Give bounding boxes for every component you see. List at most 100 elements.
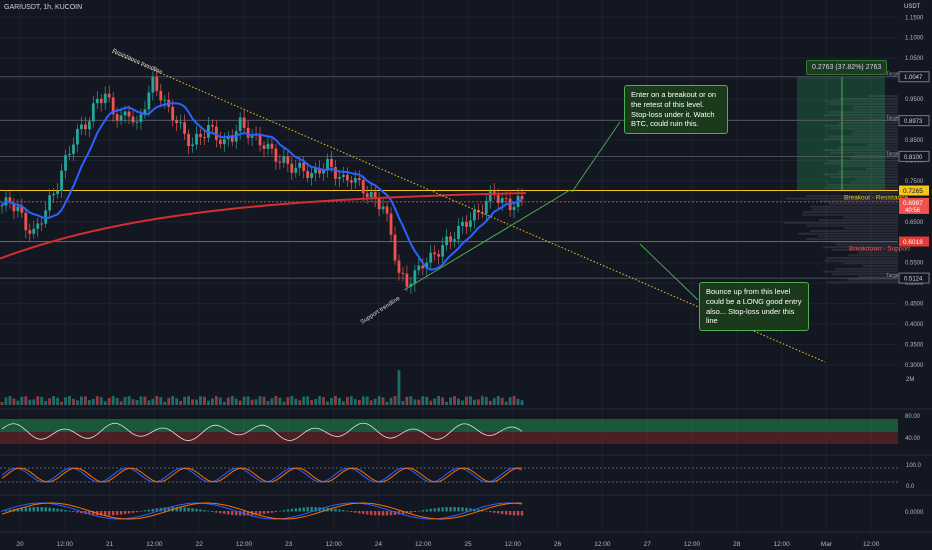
candle-body xyxy=(12,202,16,212)
candle-body xyxy=(139,114,143,122)
volume-bar xyxy=(508,397,512,405)
currency-label: USDT xyxy=(904,4,921,10)
target-price-label: 0.5124 xyxy=(904,277,923,283)
candle-body xyxy=(401,272,405,274)
macd-bar xyxy=(4,510,8,512)
candle-body xyxy=(353,177,357,183)
candle-body xyxy=(294,167,298,173)
candle-body xyxy=(60,170,63,191)
volume-bar xyxy=(238,400,242,405)
candle-body xyxy=(349,180,353,183)
macd-bar xyxy=(107,511,111,516)
candle-body xyxy=(95,98,99,104)
candle-body xyxy=(218,139,222,145)
candle-body xyxy=(453,239,456,241)
volume-bar xyxy=(8,396,12,405)
volume-bar xyxy=(298,400,302,405)
volume-bar xyxy=(365,396,369,405)
candle-body xyxy=(107,93,111,98)
profile-bar xyxy=(827,184,898,187)
volume-bar xyxy=(520,400,524,405)
candle-body xyxy=(437,254,441,257)
volume-bar xyxy=(56,397,59,405)
candle-body xyxy=(357,177,361,181)
volume-bar xyxy=(230,396,234,405)
macd-bar xyxy=(219,511,222,514)
profile-bar xyxy=(854,154,898,157)
volume-bar xyxy=(127,396,131,405)
volume-profile xyxy=(783,95,898,284)
profile-bar xyxy=(818,235,898,238)
volume-bar xyxy=(516,398,520,405)
candle-body xyxy=(441,245,445,257)
volume-bar xyxy=(282,401,286,405)
candle-body xyxy=(87,121,91,130)
candle-body xyxy=(127,111,131,117)
volume-bar xyxy=(187,396,190,405)
candle-body xyxy=(266,143,270,149)
stoch-d-line xyxy=(1,467,523,483)
macd-bar xyxy=(489,511,492,513)
volume-bar xyxy=(171,396,175,405)
macd-bar xyxy=(175,507,178,512)
time-tick-label: 23 xyxy=(285,541,293,548)
profile-bar xyxy=(805,238,898,241)
profile-bar xyxy=(797,232,898,235)
profile-bar xyxy=(838,122,898,124)
candle-body xyxy=(465,221,468,227)
profile-bar xyxy=(855,178,898,181)
price-tick-label: 1.1000 xyxy=(905,36,924,42)
macd-bar xyxy=(377,511,381,516)
macd-bar xyxy=(314,507,317,512)
macd-bar xyxy=(76,511,79,513)
candle-body xyxy=(274,148,278,162)
volume-bar xyxy=(131,399,135,405)
volume-bar xyxy=(472,399,476,405)
breakout-callout-pointer xyxy=(571,121,621,193)
macd-bar xyxy=(135,511,139,513)
price-tick-label: 0.9500 xyxy=(905,97,924,103)
volume-bar xyxy=(381,397,385,405)
rsi-oversold-band xyxy=(0,432,898,444)
macd-bar xyxy=(334,508,337,512)
time-tick-label: 21 xyxy=(106,541,114,548)
profile-bar xyxy=(785,197,898,200)
price-tick-label: 0.3000 xyxy=(905,363,924,369)
volume-bar xyxy=(183,396,187,405)
volume-bar xyxy=(480,396,484,405)
volume-bar xyxy=(246,396,250,405)
profile-bar xyxy=(862,265,898,268)
volume-bar xyxy=(488,401,492,405)
macd-bar xyxy=(322,507,325,512)
macd-bar xyxy=(179,507,182,512)
candle-body xyxy=(341,174,345,177)
volume-bar xyxy=(64,397,67,405)
candle-body xyxy=(242,117,246,128)
macd-bar xyxy=(64,509,67,512)
macd-bar xyxy=(520,511,524,516)
time-tick-label: Mar xyxy=(821,541,833,548)
macd-bar xyxy=(516,511,520,516)
grid xyxy=(0,0,898,532)
support-trendline-label: Support trendline xyxy=(360,295,402,325)
profile-bar xyxy=(843,262,898,265)
volume-bar xyxy=(44,401,48,405)
time-tick-label: 27 xyxy=(644,541,652,548)
macd-bar xyxy=(143,510,147,512)
bounce-callout-pointer xyxy=(639,243,699,301)
candle-body xyxy=(44,210,48,224)
volume-bar xyxy=(445,401,449,405)
volume-bar xyxy=(95,396,99,405)
profile-bar xyxy=(848,254,898,257)
candle-body xyxy=(28,230,32,234)
profile-bar xyxy=(823,124,898,127)
macd-bar xyxy=(254,511,258,515)
macd-bar xyxy=(417,510,421,512)
time-tick-label: 12:00 xyxy=(594,541,611,548)
candle-body xyxy=(222,139,226,145)
macd-bar xyxy=(453,507,456,512)
candle-body xyxy=(203,136,206,138)
macd-bar xyxy=(433,508,436,512)
candle-body xyxy=(512,206,516,210)
